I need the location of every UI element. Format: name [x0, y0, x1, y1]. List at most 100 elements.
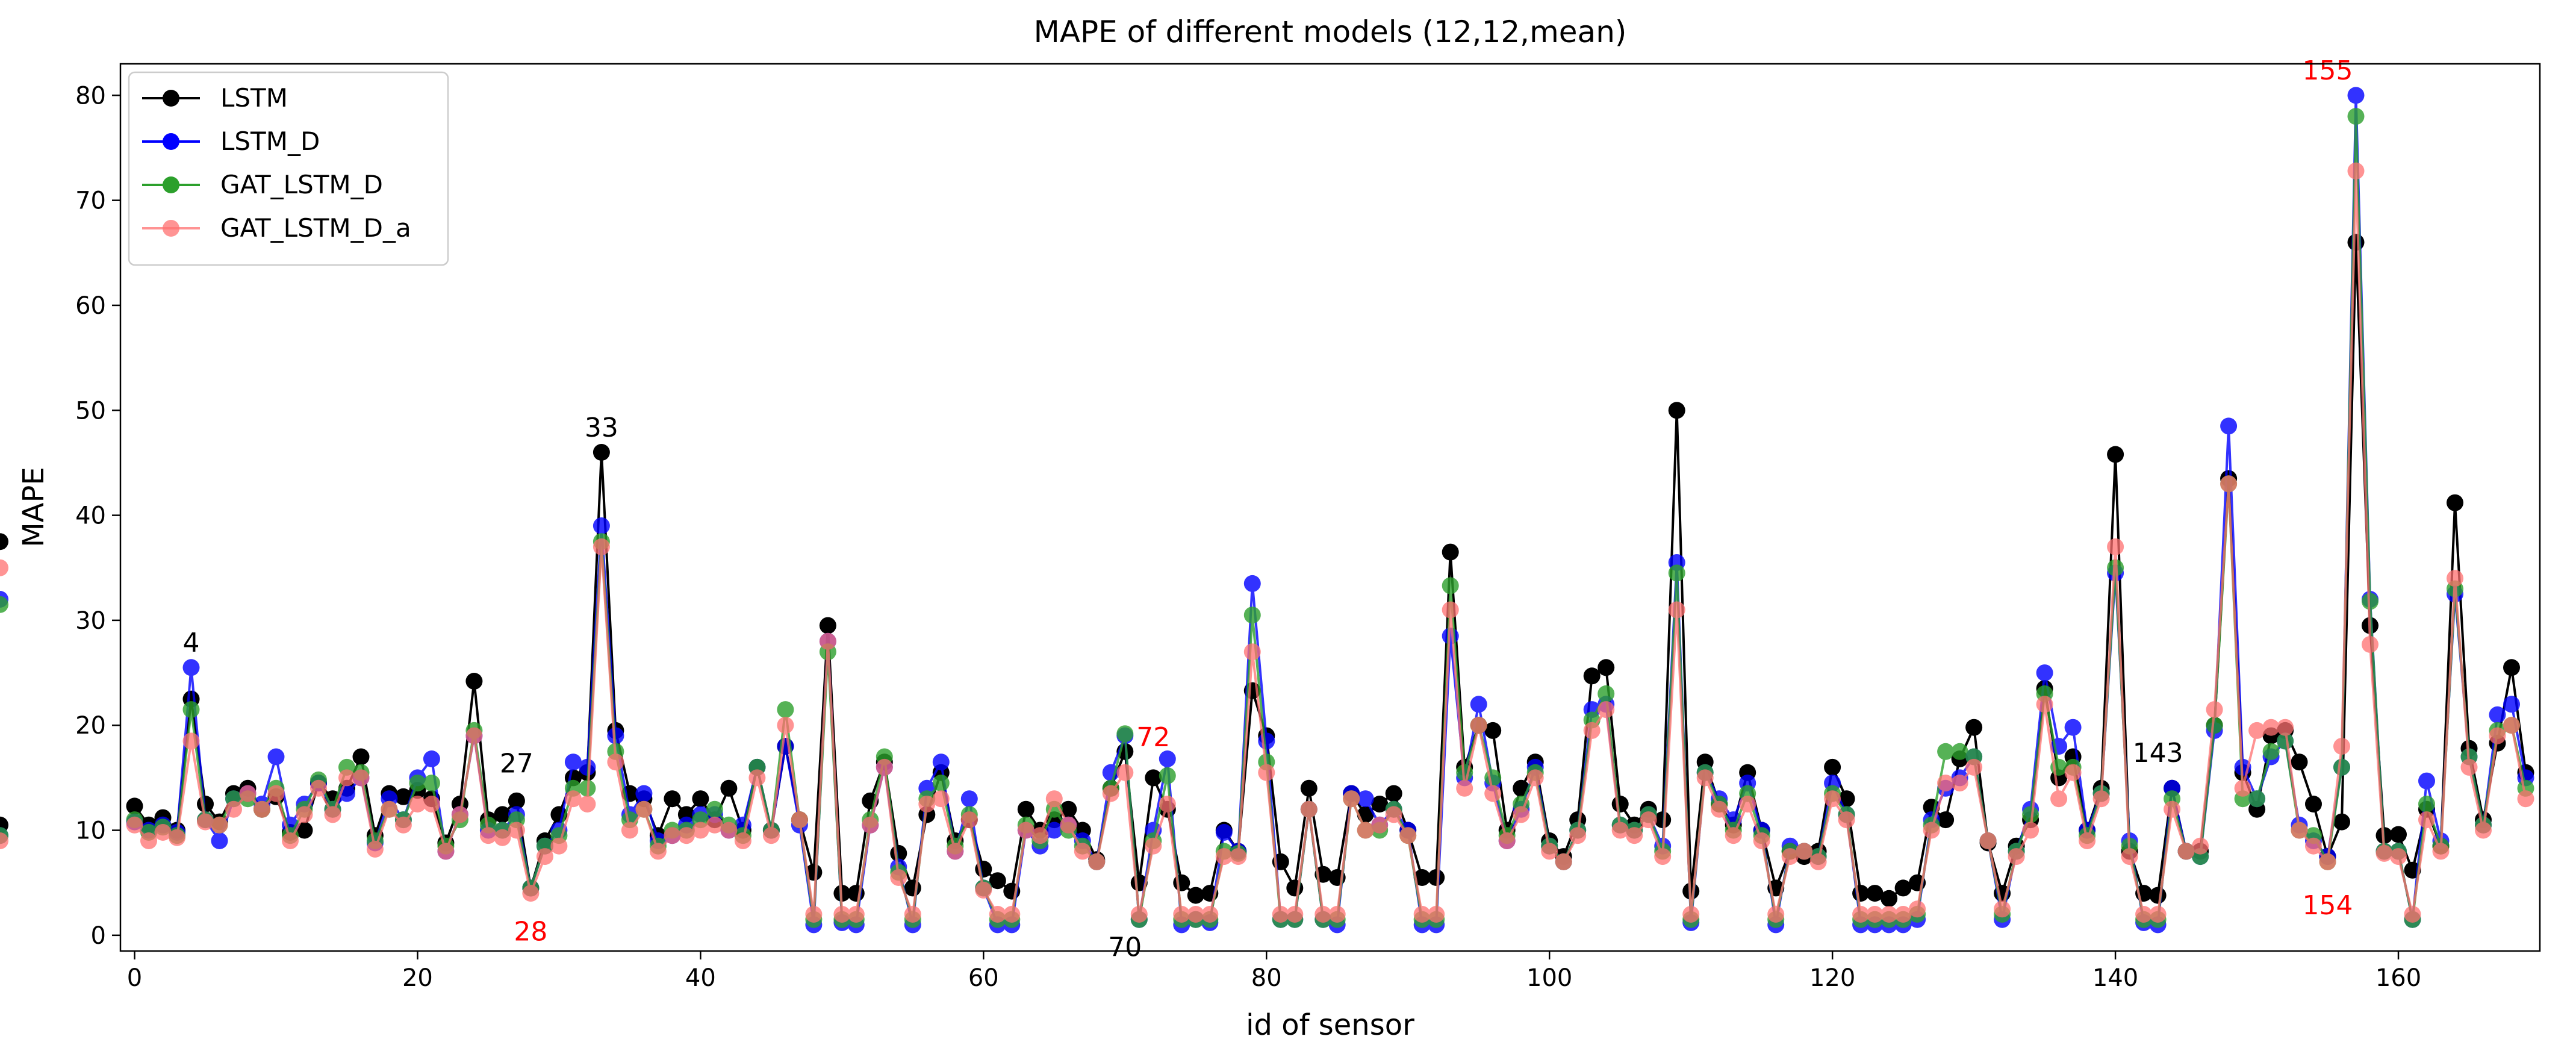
- data-point: [394, 788, 412, 805]
- data-point: [1583, 667, 1601, 685]
- data-point: [2489, 727, 2506, 744]
- data-point: [1442, 577, 1459, 594]
- data-point: [2234, 779, 2251, 797]
- data-point: [1272, 906, 1289, 923]
- data-point: [1682, 906, 1700, 923]
- data-point: [550, 837, 568, 855]
- data-point: [352, 748, 370, 766]
- x-tick-label: 160: [2375, 964, 2421, 992]
- data-point: [2362, 593, 2378, 610]
- x-axis-label: id of sensor: [1246, 1008, 1414, 1042]
- data-point: [1668, 564, 1685, 582]
- data-point: [1145, 769, 1162, 787]
- y-tick-label: 60: [75, 292, 106, 320]
- y-tick-label: 0: [91, 922, 106, 950]
- data-point: [1060, 816, 1077, 834]
- data-point: [310, 779, 327, 797]
- data-point: [2503, 717, 2520, 734]
- data-point: [2050, 790, 2068, 808]
- data-point: [1484, 722, 1502, 739]
- data-point: [1668, 601, 1685, 619]
- data-point: [2375, 844, 2393, 862]
- data-point: [2022, 806, 2039, 823]
- data-point: [1230, 848, 1247, 865]
- data-point: [1598, 659, 1615, 676]
- data-point: [2064, 764, 2082, 781]
- data-point: [2277, 719, 2294, 736]
- data-point: [2164, 800, 2181, 818]
- y-tick-label: 70: [75, 187, 106, 215]
- data-point: [2347, 108, 2365, 125]
- data-point: [1866, 885, 1884, 902]
- data-point: [2503, 696, 2520, 713]
- legend-marker: [163, 90, 179, 107]
- data-point: [2517, 790, 2534, 808]
- data-point: [536, 848, 553, 865]
- data-point: [2149, 887, 2167, 904]
- data-point: [805, 906, 823, 923]
- data-point: [1328, 906, 1346, 923]
- data-point: [1994, 900, 2011, 918]
- data-point: [1286, 906, 1304, 923]
- data-point: [1569, 827, 1587, 844]
- data-point: [0, 832, 8, 849]
- data-point: [182, 701, 200, 719]
- data-point: [2036, 696, 2053, 713]
- data-point: [677, 827, 695, 844]
- y-axis: 0 10 20 30 40 50 60 70 80: [75, 82, 120, 950]
- data-point: [1258, 764, 1275, 781]
- data-point: [1866, 906, 1884, 923]
- annotation-label: 155: [2303, 55, 2353, 86]
- data-point: [2418, 772, 2435, 790]
- data-point: [296, 806, 313, 823]
- data-point: [2291, 753, 2308, 771]
- data-point: [762, 827, 780, 844]
- data-point: [607, 753, 624, 771]
- data-point: [2277, 732, 2294, 750]
- data-point: [2079, 832, 2096, 849]
- data-point: [239, 785, 257, 802]
- plot-series-group: [0, 87, 2534, 934]
- legend: LSTM LSTM_D GAT_LSTM_D GAT_LSTM_D_a: [128, 71, 449, 266]
- data-point: [381, 800, 398, 818]
- data-point: [1767, 906, 1785, 923]
- data-point: [225, 800, 242, 818]
- data-point: [2008, 848, 2025, 865]
- x-tick-label: 80: [1251, 964, 1282, 992]
- data-point: [706, 816, 723, 834]
- data-point: [267, 748, 285, 766]
- data-point: [2333, 758, 2350, 776]
- data-point: [2489, 706, 2506, 723]
- legend-item-gat-lstm-d-a: GAT_LSTM_D_a: [142, 213, 411, 243]
- data-point: [1951, 743, 1968, 760]
- data-point: [1598, 685, 1615, 702]
- legend-box: [128, 71, 449, 266]
- y-tick-label: 20: [75, 712, 106, 740]
- data-point: [1923, 822, 1940, 839]
- data-point: [1470, 717, 1487, 734]
- data-point: [1314, 906, 1332, 923]
- x-tick-label: 140: [2092, 964, 2138, 992]
- data-point: [1526, 769, 1544, 787]
- data-point: [2319, 853, 2336, 870]
- data-point: [1937, 775, 1955, 792]
- data-point: [2333, 738, 2350, 755]
- annotation-label: 4: [183, 628, 200, 658]
- data-point: [2390, 826, 2407, 843]
- data-point: [664, 827, 681, 844]
- data-point: [1243, 575, 1261, 592]
- data-point: [2347, 234, 2365, 251]
- legend-label: LSTM_D: [220, 126, 320, 156]
- y-axis-label: MAPE: [17, 467, 51, 547]
- data-point: [1513, 806, 1530, 823]
- y-tick-label: 10: [75, 817, 106, 845]
- data-point: [1130, 906, 1148, 923]
- data-point: [2206, 701, 2223, 719]
- data-point: [1045, 822, 1063, 839]
- data-point: [579, 796, 596, 812]
- y-tick-label: 30: [75, 607, 106, 635]
- data-point: [2121, 848, 2138, 865]
- data-point: [1031, 827, 1049, 844]
- data-point: [1456, 779, 1473, 797]
